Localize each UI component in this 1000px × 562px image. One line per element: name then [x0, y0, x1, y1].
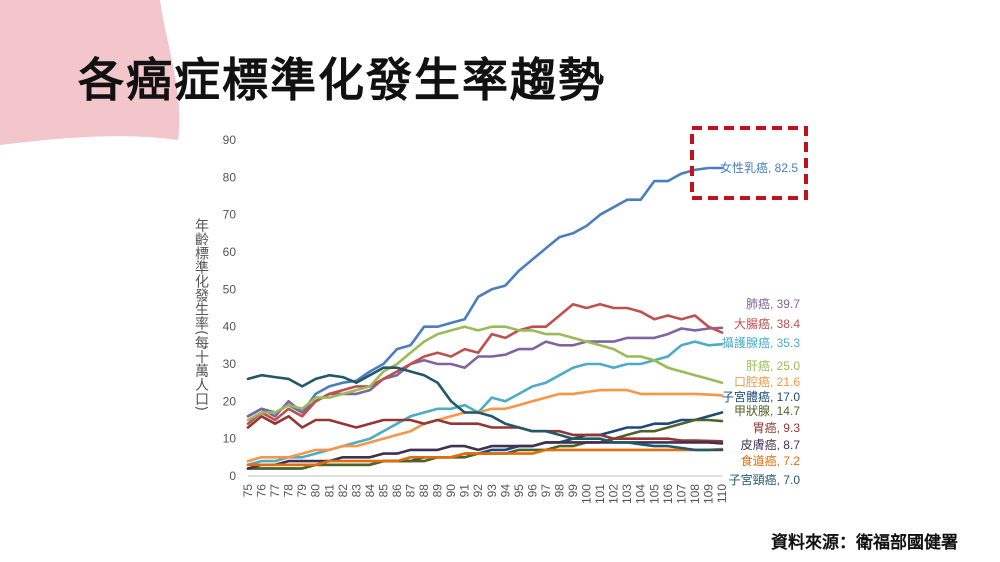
series-label-女性乳癌: 女性乳癌, 82.5	[720, 160, 798, 175]
y-tick-label: 20	[223, 394, 237, 408]
y-tick-label: 60	[223, 245, 237, 259]
series-label-口腔癌: 口腔癌, 21.6	[734, 374, 800, 389]
x-tick-label: 85	[376, 484, 390, 498]
x-tick-label: 93	[485, 484, 499, 498]
series-label-甲狀腺: 甲狀腺, 14.7	[734, 404, 800, 418]
y-tick-label: 50	[223, 282, 237, 296]
x-tick-label: 97	[539, 484, 553, 498]
series-labels: 女性乳癌, 82.5 肺癌, 39.7 大腸癌, 38.4 攝護腺癌, 35.3 肝癌,…	[720, 160, 800, 487]
x-tick-label: 82	[336, 484, 350, 498]
x-tick-label: 89	[431, 484, 445, 498]
slide-title: 各癌症標準化發生率趨勢	[78, 53, 606, 107]
x-tick-label: 84	[363, 484, 377, 498]
x-tick-label: 99	[566, 484, 580, 498]
y-tick-label: 80	[223, 170, 237, 184]
series-line-子宮頸癌	[246, 366, 724, 452]
x-tick-label: 101	[593, 484, 607, 504]
x-tick-label: 108	[688, 484, 702, 504]
x-tick-label: 86	[390, 484, 404, 498]
x-tick-label: 109	[701, 484, 715, 504]
y-tick-label: 30	[223, 357, 237, 371]
x-tick-label: 76	[255, 484, 269, 498]
x-tick-label: 92	[471, 484, 485, 498]
x-tick-label: 78	[282, 484, 296, 498]
series-label-食道癌: 食道癌, 7.2	[741, 453, 801, 468]
x-tick-label: 91	[458, 484, 472, 498]
series-label-子宮頸癌: 子宮頸癌, 7.0	[729, 472, 801, 487]
series-line-胃癌	[246, 414, 724, 443]
x-tick-label: 80	[309, 484, 323, 498]
x-tick-label: 105	[647, 484, 661, 504]
series-line-大腸癌	[246, 302, 724, 426]
series-line-女性乳癌	[246, 166, 724, 418]
x-tick-label: 107	[674, 484, 688, 504]
series-label-子宮體癌: 子宮體癌, 17.0	[722, 389, 800, 404]
x-tick-label: 103	[620, 484, 634, 504]
series-line-肺癌	[246, 326, 724, 418]
series-line-口腔癌	[246, 388, 724, 463]
chart-series	[246, 166, 724, 470]
x-tick-label: 90	[444, 484, 458, 498]
x-tick-label: 95	[512, 484, 526, 498]
x-tick-label: 98	[552, 484, 566, 498]
x-tick-label: 104	[634, 484, 648, 504]
x-tick-label: 102	[607, 484, 621, 504]
x-tick-label: 100	[580, 484, 594, 504]
series-label-攝護腺癌: 攝護腺癌, 35.3	[722, 335, 800, 350]
x-tick-label: 94	[498, 484, 512, 498]
y-tick-label: 90	[223, 133, 237, 147]
y-tick-label: 10	[223, 432, 237, 446]
series-label-皮膚癌: 皮膚癌, 8.7	[741, 437, 801, 452]
highlight-box	[690, 126, 808, 200]
y-axis-label: 年齡標準化發生率(每十萬人口)	[193, 218, 209, 411]
series-label-胃癌: 胃癌, 9.3	[753, 420, 801, 435]
series-label-肝癌: 肝癌, 25.0	[746, 358, 800, 373]
x-tick-label: 81	[322, 484, 336, 498]
y-tick-label: 40	[223, 320, 237, 334]
x-tick-label: 88	[417, 484, 431, 498]
series-line-肝癌	[246, 325, 724, 422]
x-tick-label: 83	[349, 484, 363, 498]
x-tick-label: 87	[404, 484, 418, 498]
x-tick-label: 106	[661, 484, 675, 504]
x-tick-label: 79	[295, 484, 309, 498]
y-tick-label: 70	[223, 208, 237, 222]
x-tick-label: 77	[268, 484, 282, 498]
x-tick-label: 75	[241, 484, 255, 498]
series-label-大腸癌: 大腸癌, 38.4	[734, 316, 800, 331]
x-tick-label: 96	[525, 484, 539, 498]
source-note: 資料來源：衛福部國健署	[771, 533, 958, 553]
series-line-食道癌	[246, 447, 724, 467]
series-label-肺癌: 肺癌, 39.7	[746, 296, 800, 311]
x-tick-label: 110	[715, 484, 729, 503]
y-tick-label: 0	[229, 469, 236, 483]
